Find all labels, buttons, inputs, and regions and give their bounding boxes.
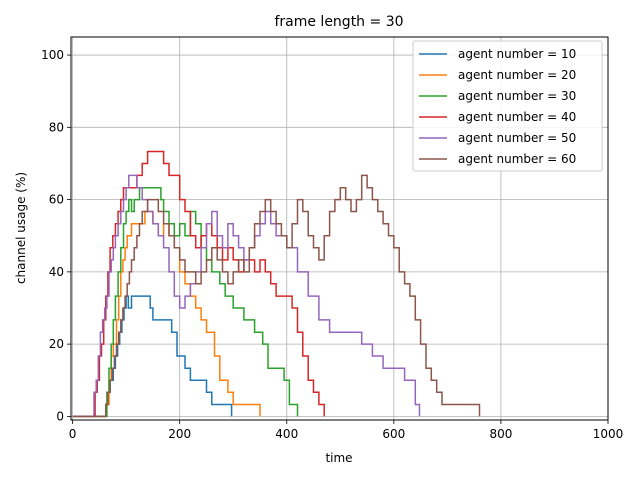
legend-label: agent number = 40: [458, 110, 576, 124]
series-line-6: [72, 174, 481, 418]
x-tick-label: 0: [69, 427, 77, 441]
legend-label: agent number = 20: [458, 68, 576, 82]
legend-label: agent number = 10: [458, 47, 576, 61]
x-axis-title: time: [325, 451, 352, 465]
legend-box: [412, 40, 603, 172]
plot-frame: [70, 36, 609, 421]
x-tick-label: 200: [168, 427, 191, 441]
x-tick-label: 1000: [593, 427, 624, 441]
legend: agent number = 10 agent number = 20 agent …: [412, 40, 603, 172]
chart-title: frame length = 30: [274, 14, 403, 30]
x-axis-ticks: 0 200 400 600 800 1000: [69, 420, 623, 441]
y-axis-ticks: 0 20 40 60 80 100: [41, 48, 71, 423]
series-line-3: [72, 186, 299, 418]
series-lines: [72, 150, 481, 418]
y-tick-label: 80: [49, 120, 64, 134]
x-tick-label: 400: [275, 427, 298, 441]
series-line-5: [72, 174, 421, 418]
y-tick-label: 40: [49, 265, 64, 279]
y-tick-label: 0: [56, 409, 64, 423]
legend-label: agent number = 30: [458, 89, 576, 103]
x-tick-label: 600: [382, 427, 405, 441]
y-axis-title: channel usage (%): [14, 172, 28, 284]
legend-label: agent number = 50: [458, 131, 576, 145]
y-tick-label: 20: [49, 337, 64, 351]
y-tick-label: 60: [49, 193, 64, 207]
series-line-1: [72, 295, 233, 418]
x-tick-label: 800: [489, 427, 512, 441]
legend-label: agent number = 60: [458, 152, 576, 166]
y-tick-label: 100: [41, 48, 64, 62]
